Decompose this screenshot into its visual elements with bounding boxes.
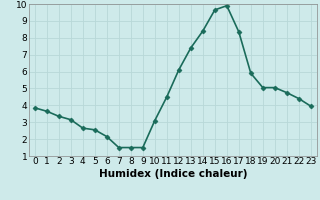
X-axis label: Humidex (Indice chaleur): Humidex (Indice chaleur) xyxy=(99,169,247,179)
